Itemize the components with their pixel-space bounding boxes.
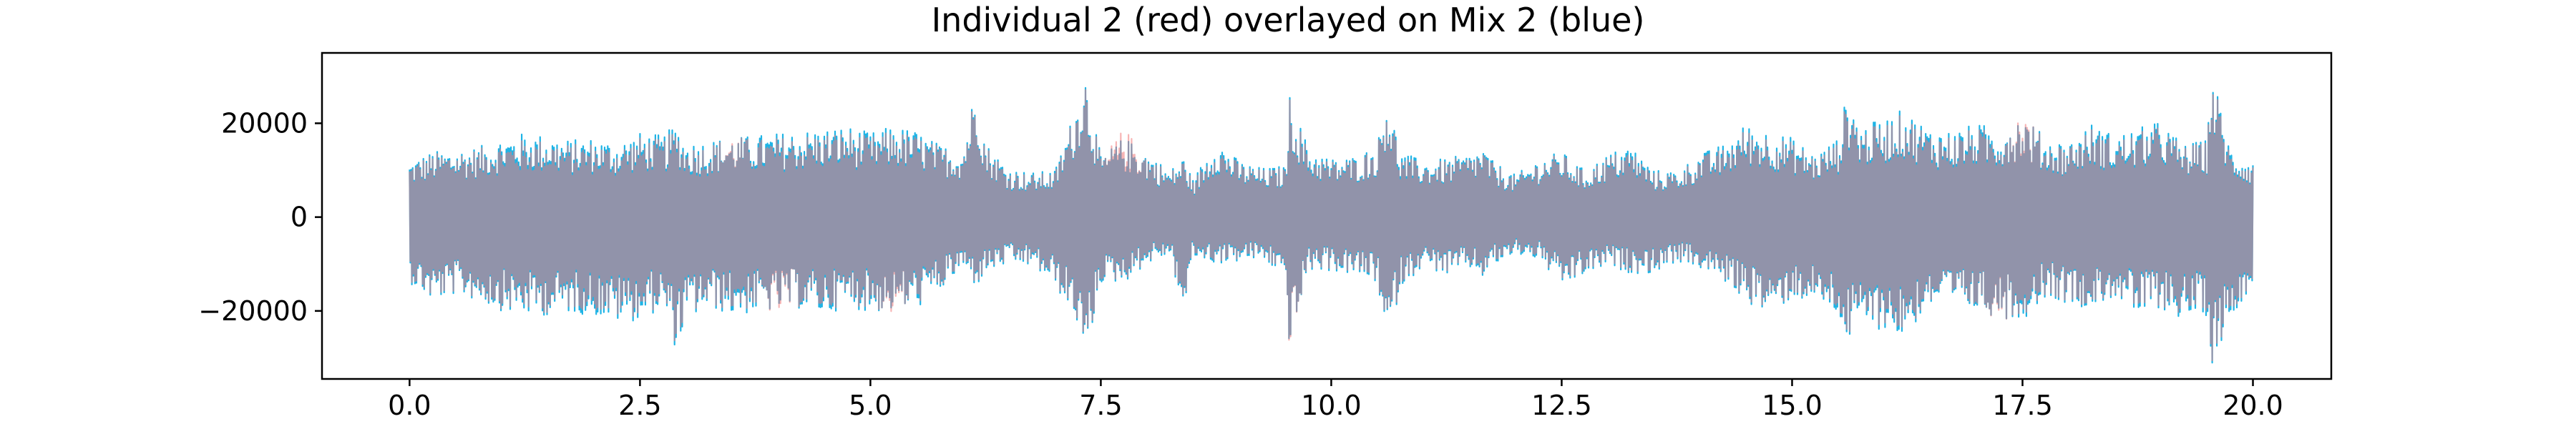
x-tick-label: 5.0 xyxy=(849,390,892,421)
y-tick-label: 20000 xyxy=(221,107,308,139)
x-tick-label: 15.0 xyxy=(1762,390,1823,421)
x-tick-label: 12.5 xyxy=(1531,390,1592,421)
series-individual-2-waveform xyxy=(409,89,2254,362)
x-axis: 0.0 2.5 5.0 7.5 10.0 12.5 15.0 17.5 20.0 xyxy=(388,379,2283,421)
x-tick-label: 2.5 xyxy=(618,390,661,421)
plot-frame xyxy=(321,51,2333,380)
y-axis: −20000 0 20000 xyxy=(198,107,322,327)
x-tick-label: 10.0 xyxy=(1301,390,1362,421)
x-tick-label: 0.0 xyxy=(388,390,431,421)
chart-title: Individual 2 (red) overlayed on Mix 2 (b… xyxy=(932,1,1645,39)
series-mix-2-waveform xyxy=(409,87,2254,364)
series-layer xyxy=(409,87,2254,364)
x-tick-label: 7.5 xyxy=(1079,390,1122,421)
y-tick-label: −20000 xyxy=(198,295,308,327)
x-tick-label: 17.5 xyxy=(1992,390,2053,421)
x-tick-label: 20.0 xyxy=(2223,390,2283,421)
y-tick-label: 0 xyxy=(291,202,308,233)
